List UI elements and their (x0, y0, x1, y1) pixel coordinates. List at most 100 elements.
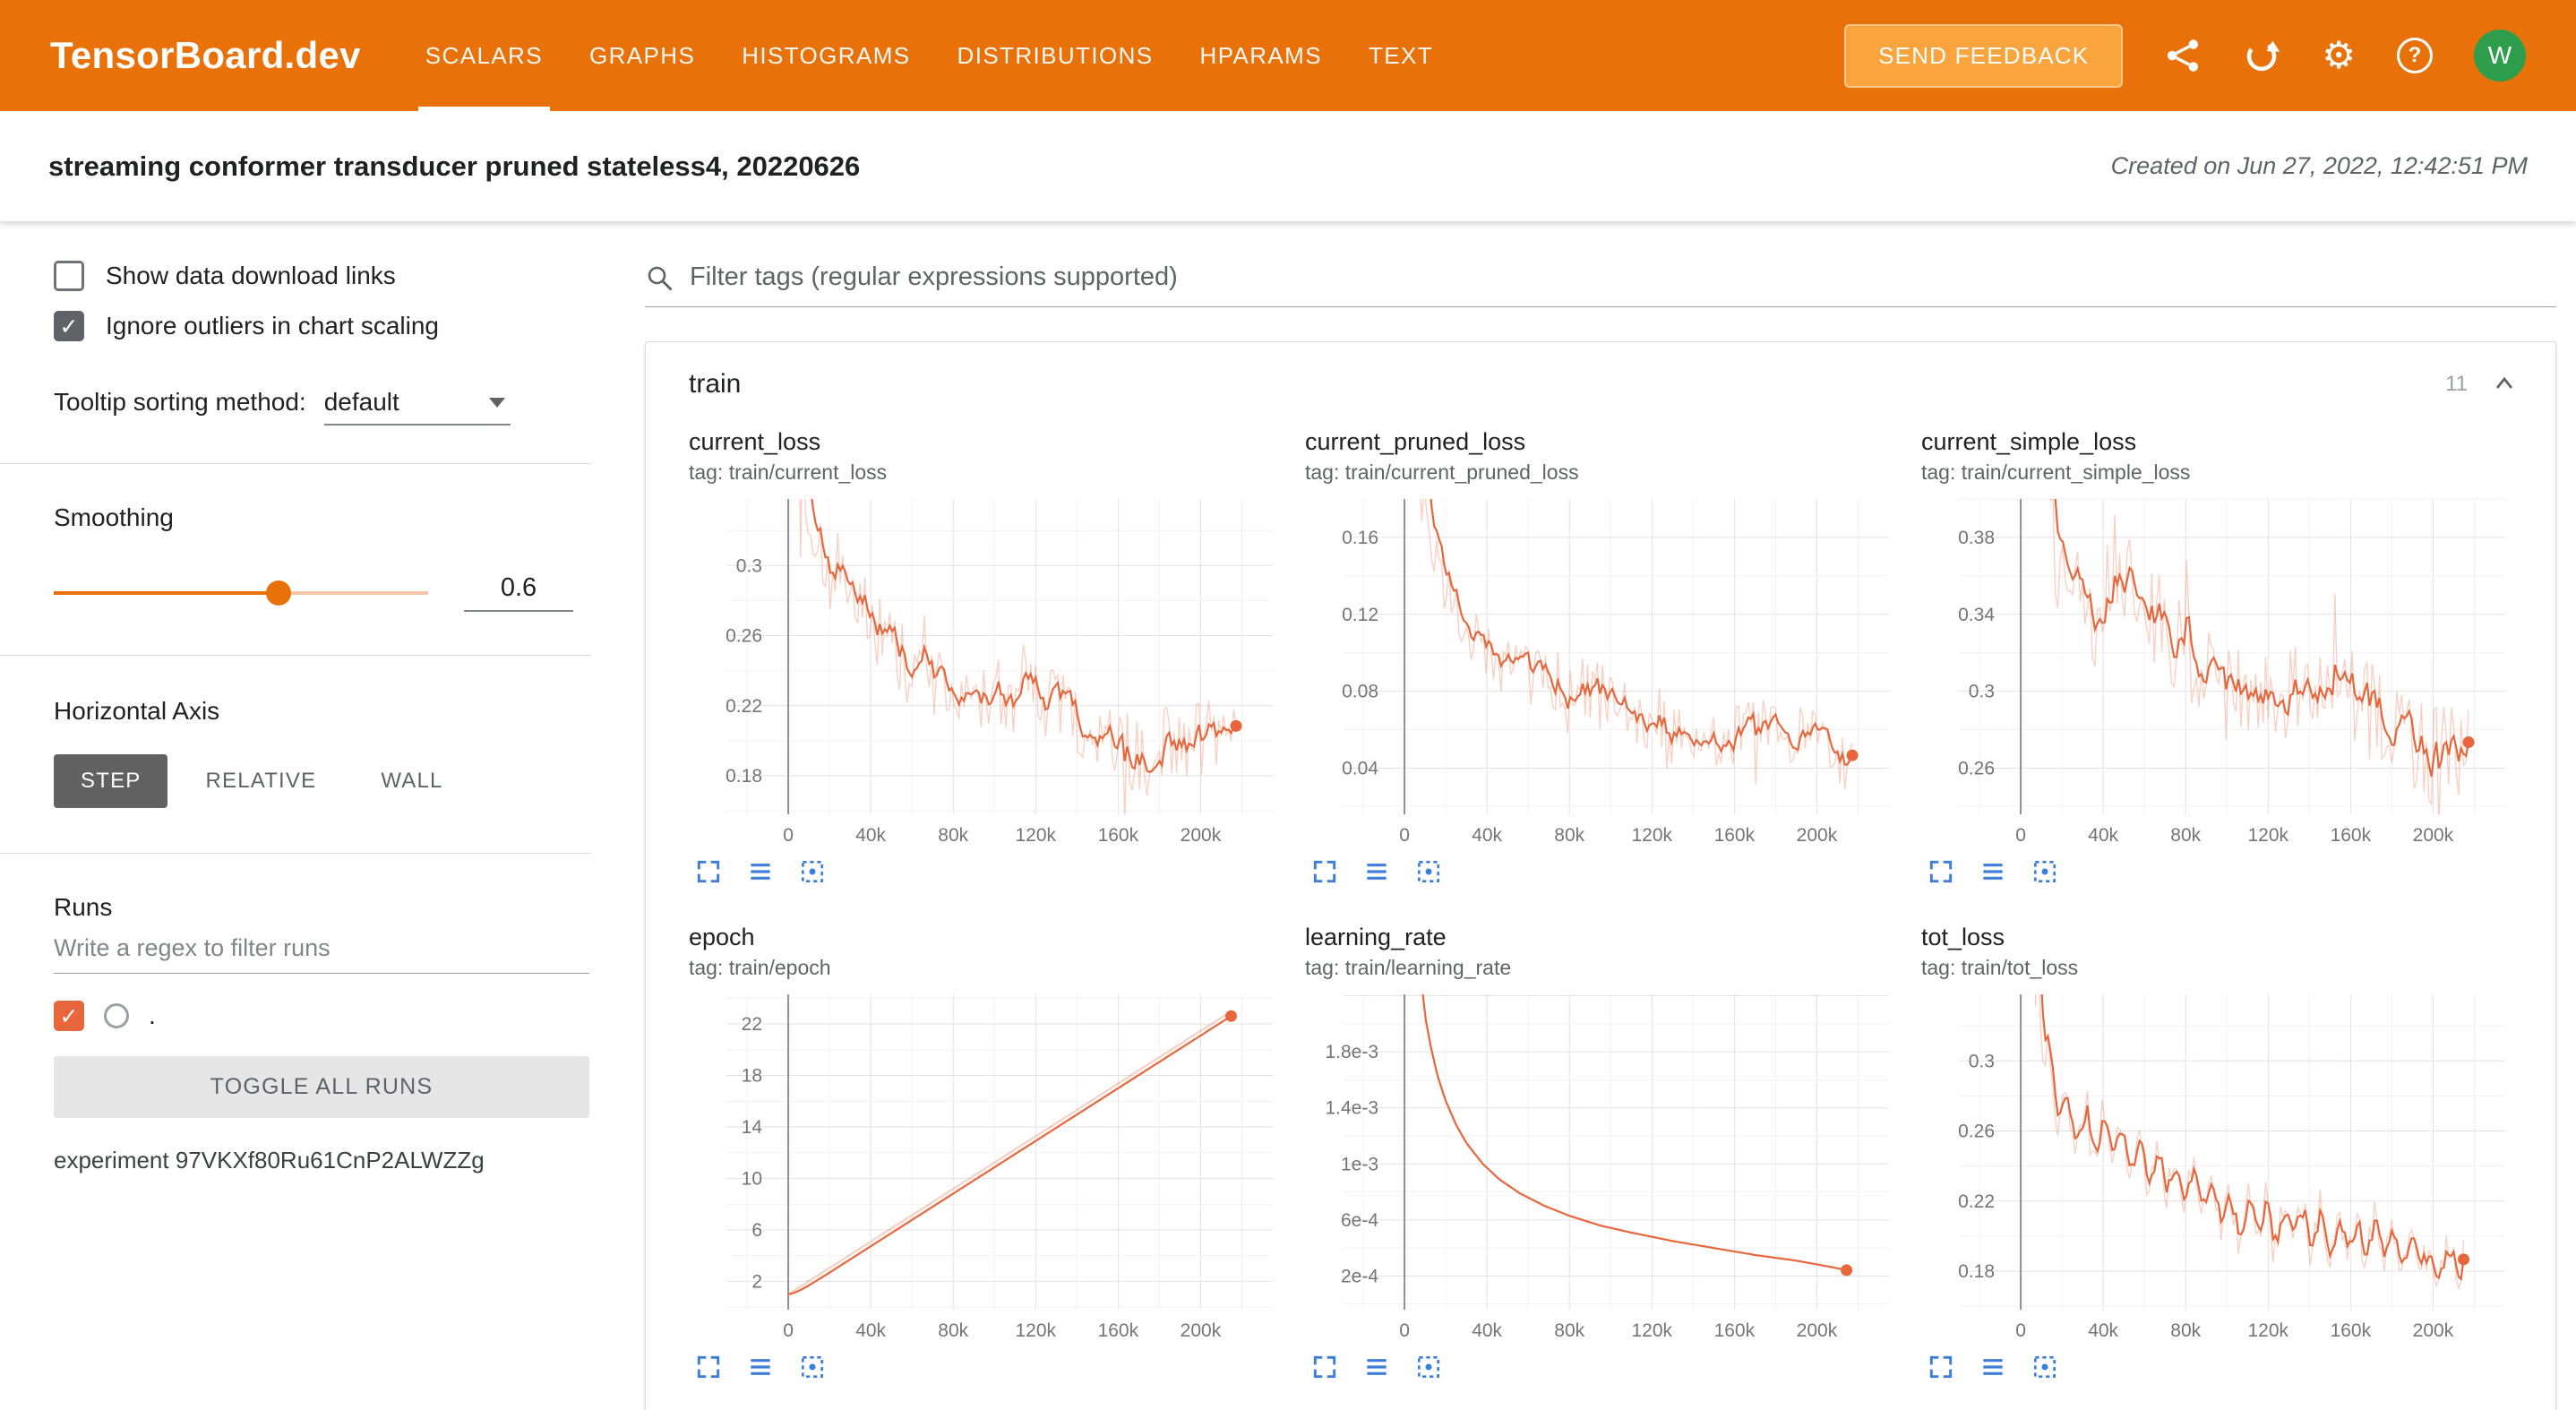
chart-plot[interactable]: 0.04 0.08 0.12 0.16 0 40k 80k 120k 160k 200k (1305, 492, 1896, 854)
chart-panel: epoch tag: train/epoch 2 6 10 14 18 22 0 40k 80k… (689, 924, 1280, 1381)
settings-gear-icon[interactable]: ⚙ (2322, 33, 2356, 77)
run-checkbox[interactable] (54, 1001, 84, 1031)
runs-filter-input[interactable] (54, 922, 589, 974)
nav-tabs: SCALARS GRAPHS HISTOGRAMS DISTRIBUTIONS … (417, 0, 1434, 111)
fit-domain-icon[interactable] (1414, 1353, 1443, 1381)
chart-plot[interactable]: 2e-4 6e-4 1e-3 1.4e-3 1.8e-3 0 40k 80k 120k 160k 2… (1305, 987, 1896, 1349)
svg-text:200k: 200k (1797, 1320, 1838, 1341)
svg-text:0.26: 0.26 (1958, 1122, 1995, 1142)
fit-domain-icon[interactable] (798, 1353, 827, 1381)
run-name: . (149, 1002, 156, 1029)
chart-plot[interactable]: 2 6 10 14 18 22 0 40k 80k 120k 160k 200k (689, 987, 1280, 1349)
avatar[interactable]: W (2474, 30, 2526, 82)
tab-graphs[interactable]: GRAPHS (588, 41, 696, 69)
svg-text:200k: 200k (1181, 825, 1222, 846)
svg-text:1e-3: 1e-3 (1341, 1154, 1378, 1174)
svg-text:120k: 120k (1016, 825, 1057, 846)
svg-text:200k: 200k (1181, 1320, 1222, 1341)
train-card-header[interactable]: train 11 (646, 342, 2555, 419)
chart-plot[interactable]: 0.18 0.22 0.26 0.3 0 40k 80k 120k 160k 200k (689, 492, 1280, 854)
smoothing-slider-thumb[interactable] (265, 580, 291, 606)
toggle-data-list-icon[interactable] (746, 857, 775, 886)
svg-text:18: 18 (742, 1066, 762, 1087)
tab-scalars[interactable]: SCALARS (417, 0, 551, 111)
experiment-id-text: experiment 97VKXf80Ru61CnP2ALWZZg (54, 1147, 485, 1174)
svg-text:0: 0 (2015, 825, 2026, 846)
train-card: train 11 current_loss tag: train/current… (645, 341, 2556, 1410)
svg-text:0.22: 0.22 (1958, 1191, 1995, 1212)
tooltip-sorting-dropdown[interactable]: default (323, 388, 511, 426)
expand-chart-icon[interactable] (1927, 857, 1955, 886)
chart-title: current_pruned_loss (1305, 428, 1526, 455)
svg-text:6: 6 (751, 1220, 762, 1241)
tag-filter-input[interactable] (690, 262, 2556, 292)
chart-plot[interactable]: 0.26 0.3 0.34 0.38 0 40k 80k 120k 160k 200k (1921, 492, 2512, 854)
horizontal-axis-label: Horizontal Axis (54, 697, 220, 725)
svg-text:1.8e-3: 1.8e-3 (1325, 1042, 1378, 1062)
tab-hparams[interactable]: HPARAMS (1199, 41, 1322, 69)
run-color-circle[interactable] (104, 1003, 129, 1028)
ignore-outliers-label: Ignore outliers in chart scaling (106, 312, 439, 340)
chevron-up-icon[interactable] (2491, 371, 2518, 398)
show-download-links-checkbox[interactable] (54, 261, 84, 291)
run-row: . (54, 1001, 589, 1031)
send-feedback-button[interactable]: SEND FEEDBACK (1844, 23, 2124, 88)
ignore-outliers-row[interactable]: Ignore outliers in chart scaling (54, 311, 589, 341)
show-download-links-label: Show data download links (106, 262, 396, 289)
svg-text:80k: 80k (938, 1320, 968, 1341)
fit-domain-icon[interactable] (1414, 857, 1443, 886)
chart-actions (1305, 1353, 1896, 1381)
axis-wall-button[interactable]: WALL (354, 754, 469, 808)
app-title: TensorBoard.dev (50, 34, 361, 76)
expand-chart-icon[interactable] (1310, 857, 1339, 886)
chevron-down-icon (488, 397, 505, 408)
smoothing-value[interactable]: 0.6 (464, 573, 573, 612)
chart-actions (1921, 1353, 2512, 1381)
tab-text[interactable]: TEXT (1368, 41, 1434, 69)
charts-grid: current_loss tag: train/current_loss 0.1… (646, 419, 2555, 1381)
smoothing-slider-fill (54, 590, 279, 595)
axis-relative-button[interactable]: RELATIVE (178, 754, 343, 808)
chart-plot[interactable]: 0.18 0.22 0.26 0.3 0 40k 80k 120k 160k 200k (1921, 987, 2512, 1349)
svg-text:0.26: 0.26 (1958, 758, 1995, 778)
toggle-data-list-icon[interactable] (1362, 857, 1391, 886)
expand-chart-icon[interactable] (1927, 1353, 1955, 1381)
help-icon[interactable]: ? (2397, 38, 2433, 73)
divider (0, 655, 591, 656)
svg-text:80k: 80k (1554, 1320, 1584, 1341)
toggle-data-list-icon[interactable] (1979, 857, 2007, 886)
svg-text:0.16: 0.16 (1342, 528, 1378, 548)
smoothing-slider[interactable] (54, 580, 428, 606)
ignore-outliers-checkbox[interactable] (54, 311, 84, 341)
fit-domain-icon[interactable] (2031, 1353, 2059, 1381)
tab-histograms[interactable]: HISTOGRAMS (742, 41, 911, 69)
show-download-links-row[interactable]: Show data download links (54, 261, 589, 291)
tab-distributions[interactable]: DISTRIBUTIONS (957, 41, 1154, 69)
chart-title: learning_rate (1305, 924, 1447, 950)
svg-text:80k: 80k (1554, 825, 1584, 846)
expand-chart-icon[interactable] (1310, 1353, 1339, 1381)
fit-domain-icon[interactable] (2031, 857, 2059, 886)
fit-domain-icon[interactable] (798, 857, 827, 886)
svg-text:160k: 160k (2331, 825, 2372, 846)
svg-text:22: 22 (742, 1014, 762, 1035)
expand-chart-icon[interactable] (694, 857, 723, 886)
svg-text:0.18: 0.18 (1958, 1261, 1995, 1282)
chart-tag: tag: train/tot_loss (1921, 956, 2079, 979)
toggle-data-list-icon[interactable] (746, 1353, 775, 1381)
toggle-data-list-icon[interactable] (1362, 1353, 1391, 1381)
axis-step-button[interactable]: STEP (54, 754, 168, 808)
toggle-data-list-icon[interactable] (1979, 1353, 2007, 1381)
refresh-icon[interactable] (2243, 37, 2280, 74)
share-icon[interactable] (2164, 37, 2202, 74)
svg-text:0.12: 0.12 (1342, 605, 1378, 625)
toggle-all-runs-button[interactable]: TOGGLE ALL RUNS (54, 1056, 589, 1118)
expand-chart-icon[interactable] (694, 1353, 723, 1381)
svg-text:0.08: 0.08 (1342, 682, 1378, 702)
divider (0, 463, 591, 464)
svg-text:160k: 160k (1098, 1320, 1139, 1341)
svg-text:160k: 160k (1098, 825, 1139, 846)
experiment-title: streaming conformer transducer pruned st… (48, 150, 861, 182)
svg-text:0.22: 0.22 (726, 696, 762, 717)
svg-text:0: 0 (1399, 1320, 1410, 1341)
